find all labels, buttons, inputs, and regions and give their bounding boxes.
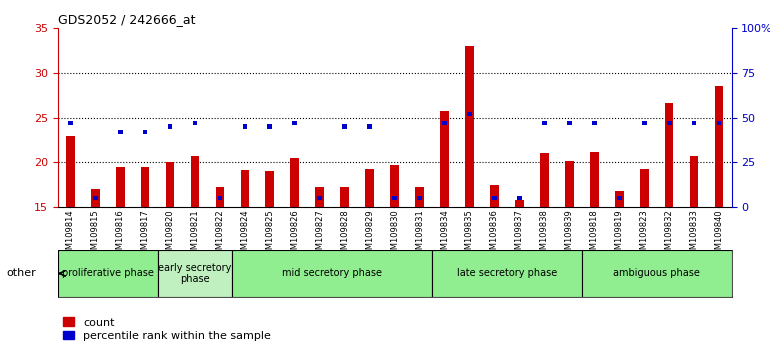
Bar [582,250,732,297]
Bar [691,121,697,125]
Bar [267,124,273,129]
Bar [365,169,374,207]
Text: GSM109819: GSM109819 [614,209,624,260]
Bar [590,152,598,207]
Bar [191,156,199,207]
Text: GSM109824: GSM109824 [240,209,249,260]
Bar [233,250,432,297]
Text: GSM109823: GSM109823 [640,209,648,260]
Bar [432,250,582,297]
Bar [440,110,449,207]
Text: proliferative phase: proliferative phase [62,268,153,279]
Bar [492,196,497,200]
Bar [240,170,249,207]
Legend: count, percentile rank within the sample: count, percentile rank within the sample [63,318,271,341]
Bar [542,121,547,125]
Bar [465,46,474,207]
Bar [340,187,349,207]
Bar [417,196,422,200]
Text: other: other [6,268,36,278]
Bar [515,200,524,207]
Text: GSM109829: GSM109829 [365,209,374,260]
Text: GSM109830: GSM109830 [390,209,399,260]
Text: ambiguous phase: ambiguous phase [613,268,700,279]
Bar [540,154,549,207]
Bar [266,171,274,207]
Text: GSM109840: GSM109840 [715,209,724,260]
Bar [390,165,399,207]
Text: GDS2052 / 242666_at: GDS2052 / 242666_at [58,13,196,26]
Bar [592,121,597,125]
Bar [92,196,98,200]
Text: GSM109834: GSM109834 [440,209,449,260]
Bar [243,124,247,129]
Text: GSM109820: GSM109820 [166,209,175,260]
Bar [467,112,472,116]
Bar [317,196,322,200]
Bar [715,86,723,207]
Text: GSM109839: GSM109839 [565,209,574,260]
Text: GSM109831: GSM109831 [415,209,424,260]
Bar [168,124,172,129]
Bar [216,187,224,207]
Text: GSM109826: GSM109826 [290,209,300,260]
Text: GSM109828: GSM109828 [340,209,350,260]
Bar [690,156,698,207]
Bar [641,121,647,125]
Text: GSM109814: GSM109814 [65,209,75,260]
Text: GSM109838: GSM109838 [540,209,549,260]
Bar [192,121,197,125]
Text: mid secretory phase: mid secretory phase [283,268,382,279]
Text: late secretory phase: late secretory phase [457,268,557,279]
Text: GSM109818: GSM109818 [590,209,599,260]
Text: GSM109816: GSM109816 [116,209,125,260]
Text: GSM109835: GSM109835 [465,209,474,260]
Bar [68,121,72,125]
Bar [415,187,424,207]
Bar [158,250,233,297]
Bar [293,121,297,125]
Bar [442,121,447,125]
Text: GSM109825: GSM109825 [266,209,274,260]
Bar [490,185,499,207]
Bar [343,124,347,129]
Bar [617,196,621,200]
Bar [290,158,300,207]
Bar [116,167,125,207]
Bar [118,130,122,134]
Bar [141,167,149,207]
Text: GSM109827: GSM109827 [315,209,324,260]
Text: GSM109821: GSM109821 [190,209,199,260]
Bar [66,136,75,207]
Text: GSM109836: GSM109836 [490,209,499,260]
Bar [667,121,671,125]
Text: GSM109815: GSM109815 [91,209,99,260]
Bar [614,191,624,207]
Bar [367,124,372,129]
Bar [142,130,148,134]
Bar [565,161,574,207]
Bar [218,196,223,200]
Bar [640,169,648,207]
Bar [58,250,158,297]
Bar [316,187,324,207]
Bar [665,103,674,207]
Bar [91,189,99,207]
Bar [567,121,571,125]
Bar [717,121,721,125]
Text: GSM109817: GSM109817 [141,209,149,260]
Bar [392,196,397,200]
Text: GSM109832: GSM109832 [665,209,674,260]
Text: GSM109833: GSM109833 [690,209,698,260]
Text: early secretory
phase: early secretory phase [159,263,232,284]
Bar [517,196,522,200]
Text: GSM109822: GSM109822 [216,209,224,260]
Bar [166,162,175,207]
Text: GSM109837: GSM109837 [515,209,524,260]
